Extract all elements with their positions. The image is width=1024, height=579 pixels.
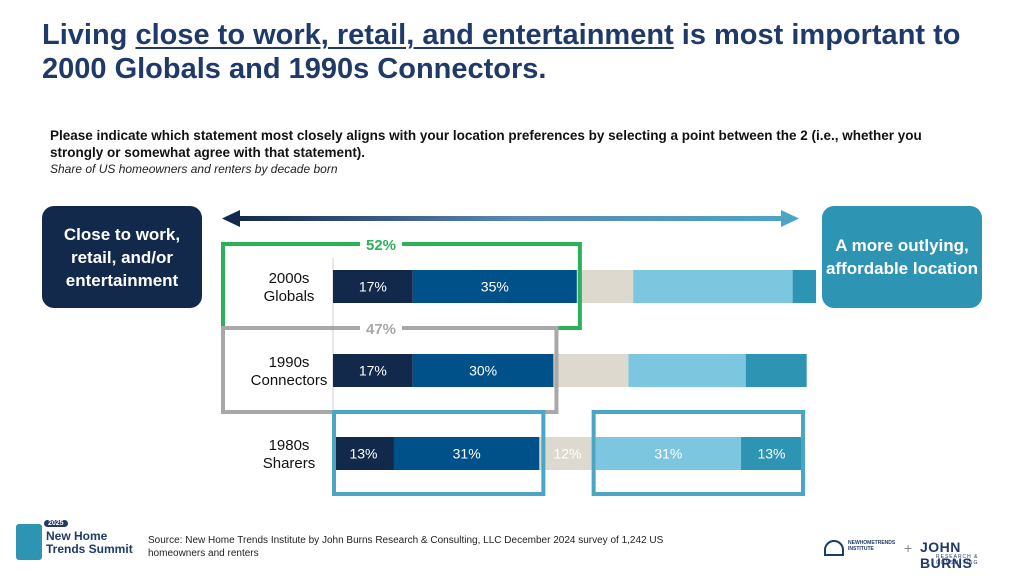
category-label: 1990s [269,354,310,371]
house-icon [16,524,42,560]
summit-name: New Home Trends Summit [46,529,133,556]
bar-segment [595,437,742,470]
category-label: Globals [264,288,315,305]
bar-segment [393,437,540,470]
bar-segment [333,354,413,387]
highlight-box-1980s-far [591,410,806,496]
data-label: 17% [359,363,387,379]
title-highlight: close to work, retail, and entertainment [135,19,674,51]
nhti-logo-text: NEWHOMETRENDS INSTITUTE [848,540,896,552]
bar-segment [333,270,413,303]
survey-question: Please indicate which statement most clo… [50,128,922,160]
data-label: 35% [481,279,509,295]
data-label: 31% [453,446,481,462]
chart-subtitle: Share of US homeowners and renters by de… [50,162,338,176]
bar-segment [633,270,793,303]
arrow-right-head [781,210,799,227]
bar-segment [628,354,746,387]
total-label: 47% [366,321,396,338]
john-burns-subtitle: RESEARCH & CONSULTING [936,554,979,566]
data-label: 12% [553,446,581,462]
page-title: Living close to work, retail, and entert… [42,19,961,85]
bar-segment [539,437,596,470]
arrow-left-head [222,210,240,227]
bar-segment [412,270,577,303]
total-label: 52% [366,237,396,254]
john-burns-logo: JOHN BURNS [920,539,973,571]
plus-sign: + [904,540,913,556]
bar-segment [333,437,394,470]
summit-logo: 2025 New Home Trends Summit [14,520,144,564]
left-pole-label: Close to work, retail, and/or entertainm… [42,206,202,308]
data-label: 31% [654,446,682,462]
category-label: 2000s [269,270,310,287]
data-label: 17% [359,279,387,295]
spectrum-arrow-shaft [236,216,786,221]
data-label: 13% [757,446,785,462]
partner-logos: NEWHOMETRENDS INSTITUTE + JOHN BURNS RES… [824,538,1014,571]
data-label: 30% [469,363,497,379]
right-pole-label: A more outlying, affordable location [822,206,982,308]
total-label-bg [360,234,402,254]
roof-icon [824,540,844,556]
bar-segment [745,354,807,387]
category-label: 1980s [269,437,310,454]
data-label: 13% [349,446,377,462]
highlight-box-1980s-close [332,410,546,496]
bar-segment [741,437,802,470]
source-note: Source: New Home Trends Institute by Joh… [148,535,664,559]
bar-segment [412,354,554,387]
bar-segment [553,354,629,387]
summit-year: 2025 [44,520,68,527]
bar-segment [576,270,634,303]
category-label: Connectors [251,372,328,389]
bar-segment [792,270,817,303]
category-label: Sharers [263,455,316,472]
total-label-bg [360,318,402,338]
